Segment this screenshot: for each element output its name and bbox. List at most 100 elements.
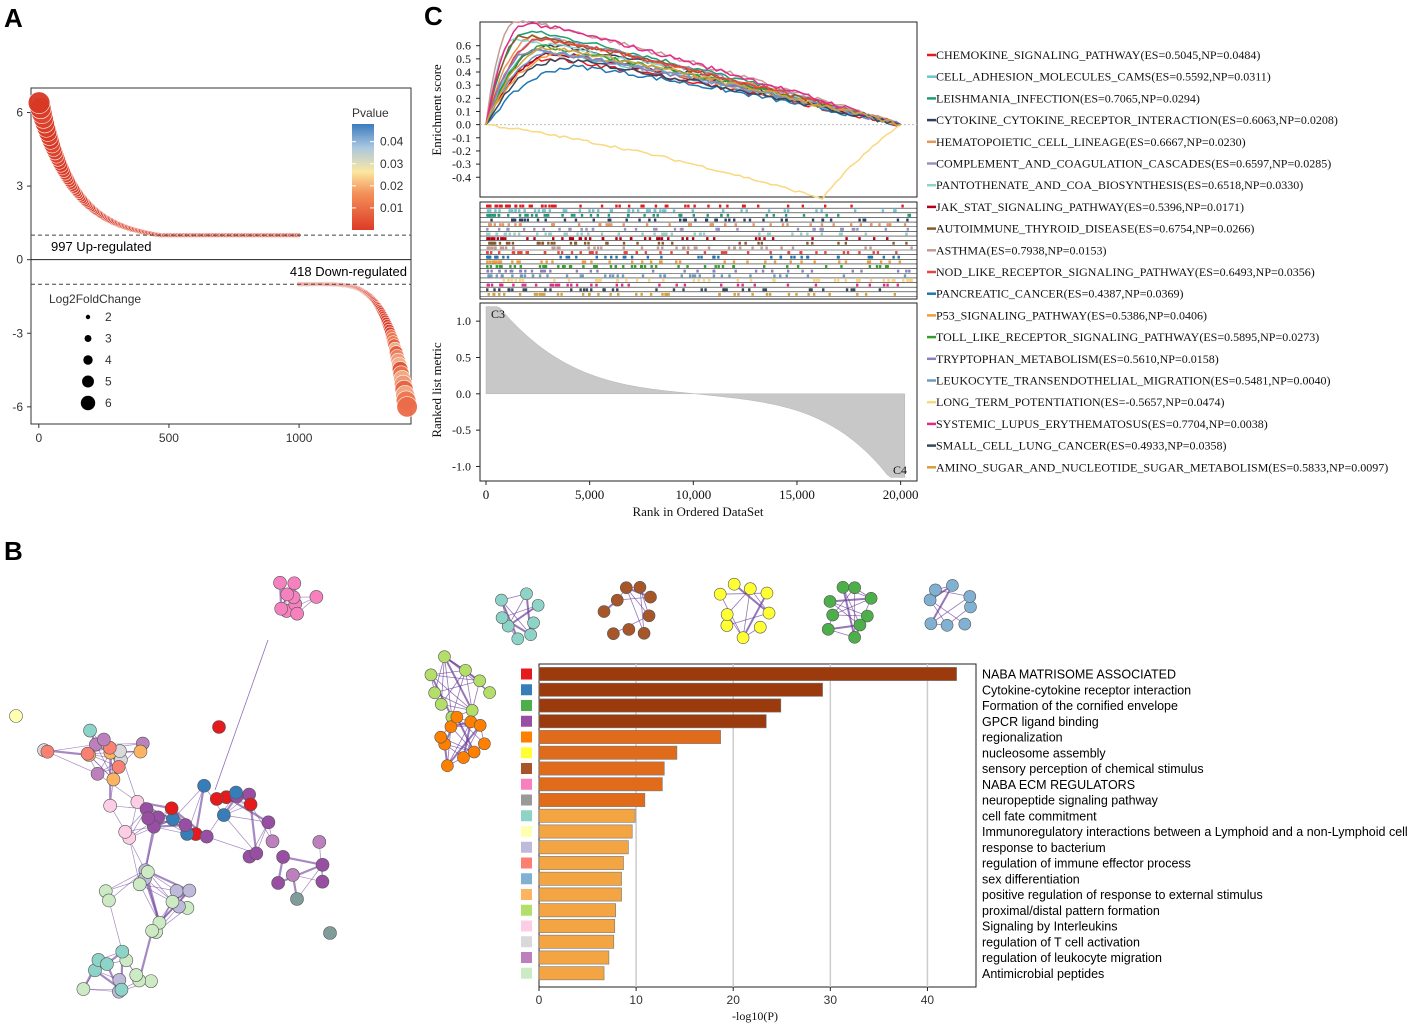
hit-mark [611,288,615,292]
hit-mark [757,204,760,208]
hit-mark [802,213,806,217]
hit-mark [507,223,511,227]
hit-mark [570,213,574,217]
hit-mark [588,292,591,296]
hit-mark [493,237,496,240]
hit-mark [486,251,489,254]
metric-label-c3: C3 [491,307,505,321]
hit-mark [616,274,619,278]
hit-mark [869,279,873,282]
hit-mark [828,292,831,296]
hit-mark [779,255,783,259]
network-node [271,876,285,890]
hit-mark [501,223,505,227]
hit-mark [553,279,556,282]
hit-mark [535,232,539,236]
hit-mark [488,232,491,236]
hit-mark [866,260,870,264]
hit-mark [842,274,846,278]
hit-mark [655,288,658,292]
es-y-tick-label: 0.1 [456,104,471,118]
hit-mark [670,251,673,254]
hit-mark [660,255,663,259]
hit-mark [733,218,736,222]
hit-mark [551,283,555,287]
network-node [276,850,290,864]
hit-mark [806,274,810,278]
network-node [83,723,97,738]
hit-mark [882,279,886,282]
hit-mark [569,265,573,268]
hit-mark [727,246,731,250]
es-y-tick-label: 0.6 [456,39,471,53]
cluster-node [642,609,656,623]
hit-mark [853,209,857,213]
hit-mark [665,292,669,296]
cluster-node [720,619,734,632]
network-edge [139,884,160,923]
x-tick-label-a: 500 [159,431,179,445]
hit-mark [869,255,872,259]
network-node [132,877,147,892]
hit-mark [672,209,676,213]
cluster-swatch [521,763,532,774]
gsea-x-axis: 0 5,000 10,000 15,000 20,000 [483,481,919,502]
cluster-edge [455,716,475,753]
hit-mark [732,265,735,268]
hit-mark [645,209,649,213]
hit-mark [579,288,582,292]
pvalue-legend-ticks: 0.04 0.03 0.02 0.01 [352,135,404,215]
hit-mark [678,213,681,217]
hit-mark [518,292,522,296]
bar [538,777,663,792]
hit-mark [551,246,554,250]
hit-mark [582,265,585,268]
hit-mark [548,204,551,208]
hit-mark [519,251,522,254]
cluster-edge [930,596,971,624]
hit-mark [546,213,550,217]
hit-mark [630,260,634,264]
gsea-legend: CHEMOKINE_SIGNALING_PATHWAY(ES=0.5045,NP… [927,48,1388,474]
hit-mark [522,227,526,231]
hit-mark [888,260,891,264]
hit-mark [856,227,859,231]
legend-label: TOLL_LIKE_RECEPTOR_SIGNALING_PATHWAY(ES=… [936,330,1319,344]
metric-y-tick-label: -0.5 [452,423,471,437]
hit-mark [615,237,618,240]
hit-mark [499,246,503,250]
hit-mark [500,237,503,240]
cluster-node [520,587,533,601]
hit-mark [593,265,597,268]
hit-mark [716,227,720,231]
hit-mark [618,204,621,208]
hit-mark [741,288,745,292]
hit-mark [598,223,601,227]
hit-mark [502,255,505,259]
hit-mark [579,274,583,278]
hit-mark [630,265,634,268]
hit-mark [561,237,564,240]
hit-mark [884,227,888,231]
hit-mark [713,269,716,273]
cluster-node [424,668,438,682]
cluster-node [450,710,464,724]
ranked-metric-area [485,306,906,478]
cluster-edge [456,716,485,745]
cluster-node [597,605,611,618]
hit-mark [538,265,542,268]
hit-mark [495,265,499,268]
hit-mark [653,209,656,213]
hit-mark [651,269,655,273]
hit-mark [581,292,585,296]
hit-mark [685,237,689,240]
hit-mark [548,232,551,236]
hit-mark [498,269,501,273]
cluster-node [762,606,776,620]
hit-mark [662,232,665,236]
hit-mark [641,274,645,278]
cluster-edge [434,680,480,694]
hit-mark [486,232,489,236]
cluster-node [465,704,479,717]
hit-mark [905,269,908,273]
